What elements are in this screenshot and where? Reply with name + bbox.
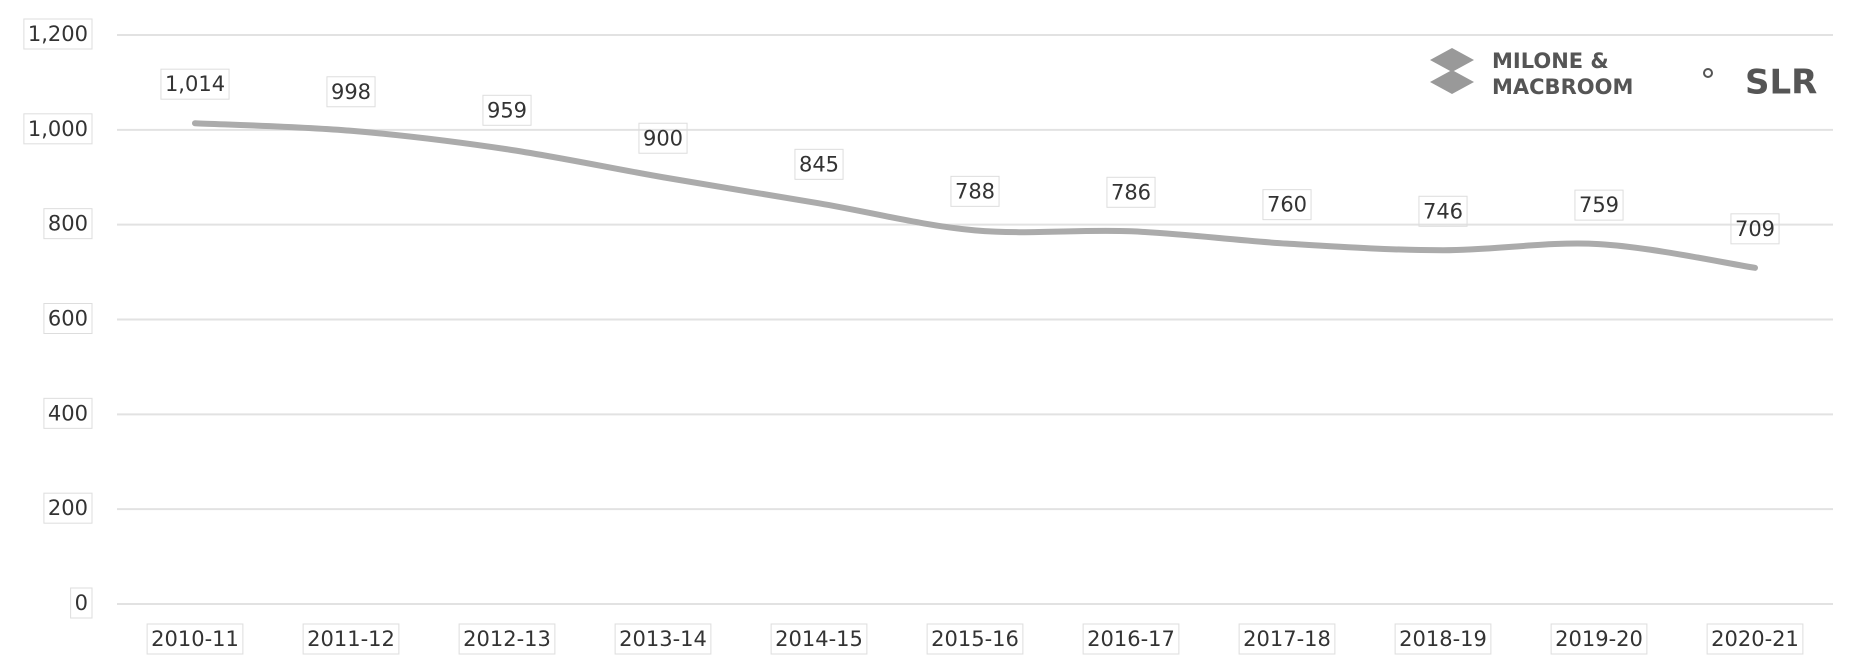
y-tick-label: 1,200	[28, 22, 88, 46]
line	[192, 120, 1758, 271]
x-tick-label: 2013-14	[619, 627, 707, 651]
y-tick-label: 600	[48, 307, 88, 331]
y-tick-label: 800	[48, 212, 88, 236]
data-label: 709	[1735, 217, 1775, 241]
data-label-box	[1106, 176, 1156, 208]
logo: MILONE & MACBROOM SLR	[1430, 48, 1817, 103]
data-label-box	[638, 122, 688, 154]
data-label: 746	[1423, 199, 1463, 223]
x-tick-label-box	[302, 623, 400, 655]
x-tick-label-box	[770, 623, 868, 655]
x-tick-label: 2012-13	[463, 627, 551, 651]
x-tick-label: 2011-12	[307, 627, 395, 651]
y-tick-label-box	[23, 113, 93, 145]
y-tick-label: 200	[48, 496, 88, 520]
data-label-box	[160, 68, 230, 100]
data-label-box	[1574, 189, 1624, 221]
data-label: 759	[1579, 193, 1619, 217]
y-tick-label: 400	[48, 401, 88, 425]
data-label-box	[1262, 189, 1312, 221]
x-tick-label-box	[1238, 623, 1336, 655]
x-tick-label-box	[1082, 623, 1180, 655]
x-tick-label-box	[1394, 623, 1492, 655]
y-tick-label-box	[70, 587, 93, 619]
x-tick-label-box	[146, 623, 244, 655]
x-tick-label-box	[926, 623, 1024, 655]
y-tick-label-box	[43, 303, 93, 334]
y-tick-label-box	[43, 397, 93, 429]
data-label: 788	[955, 179, 995, 203]
data-label-box	[1730, 213, 1780, 245]
x-tick-label-box	[1706, 623, 1804, 655]
x-tick-label: 2018-19	[1399, 627, 1487, 651]
data-label: 760	[1267, 193, 1307, 217]
logo-text: SLR	[1745, 63, 1817, 103]
y-tick-label-box	[43, 492, 93, 524]
y-tick-label-box	[23, 18, 93, 50]
logo-text: MILONE &	[1492, 49, 1609, 73]
data-label: 1,014	[165, 72, 225, 96]
x-tick-label: 2019-20	[1555, 627, 1643, 651]
data-label: 959	[487, 98, 527, 122]
data-label: 845	[799, 152, 839, 176]
logo-dot	[1703, 68, 1713, 78]
x-tick-label: 2014-15	[775, 627, 863, 651]
x-tick-label-box	[614, 623, 712, 655]
data-label-box	[326, 76, 376, 108]
data-label-box	[1418, 195, 1468, 227]
x-tick-label-box	[1550, 623, 1648, 655]
logo-icon	[1430, 48, 1474, 94]
logo-text: MACBROOM	[1492, 75, 1633, 99]
data-label: 786	[1111, 180, 1151, 204]
data-label-box	[794, 148, 844, 180]
data-label: 900	[643, 126, 683, 150]
y-tick-label-box	[43, 208, 93, 240]
x-tick-label-box	[458, 623, 556, 655]
y-tick-label: 0	[75, 591, 88, 615]
data-label-box	[950, 175, 1000, 207]
x-tick-label: 2016-17	[1087, 627, 1175, 651]
x-tick-label: 2020-21	[1711, 627, 1799, 651]
data-label: 998	[331, 80, 371, 104]
x-tick-label: 2010-11	[151, 627, 239, 651]
data-label-box	[482, 94, 532, 126]
y-tick-label: 1,000	[28, 117, 88, 141]
x-tick-label: 2015-16	[931, 627, 1019, 651]
x-tick-label: 2017-18	[1243, 627, 1331, 651]
